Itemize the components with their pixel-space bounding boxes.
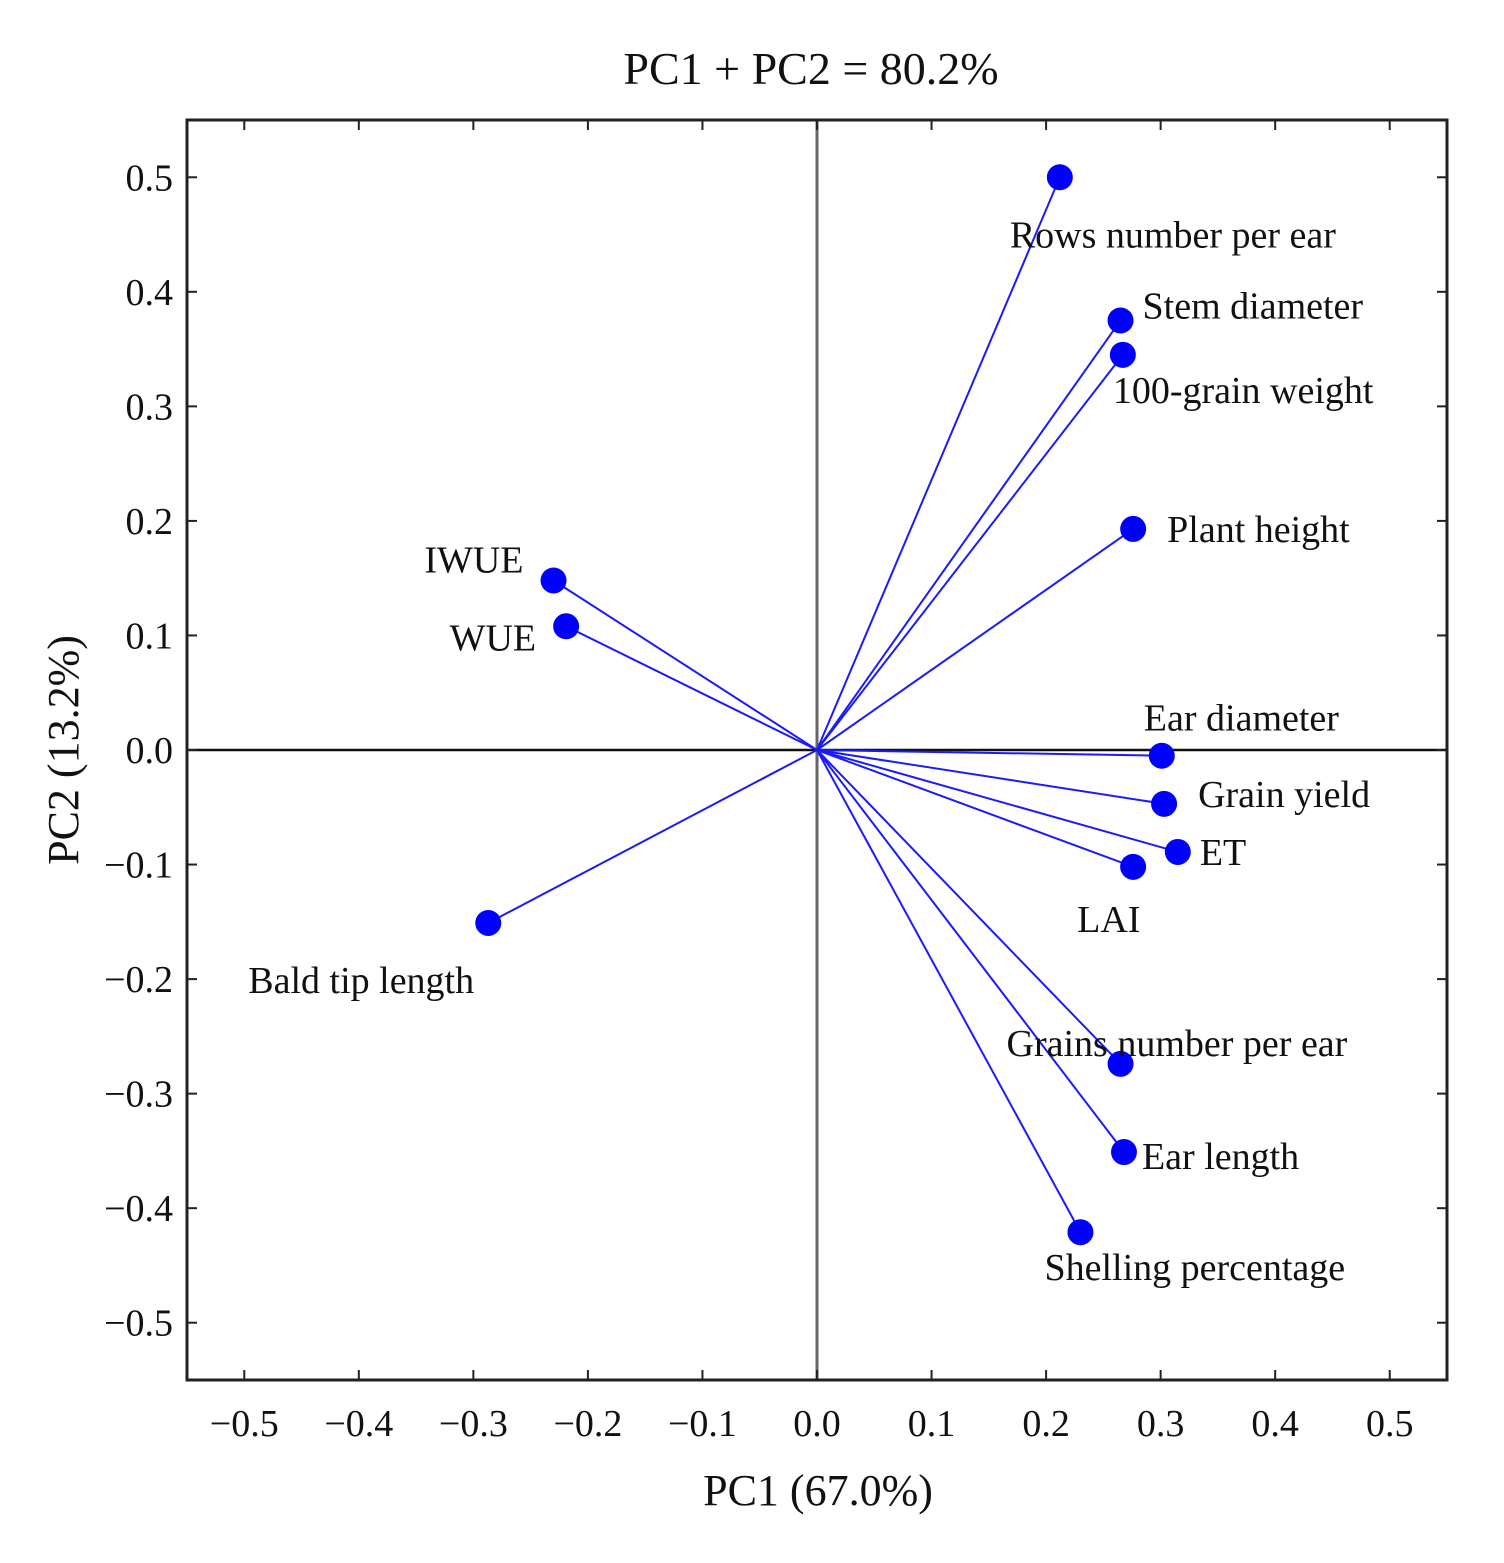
y-tick-label: −0.3 <box>104 1074 173 1116</box>
y-tick-label: 0.1 <box>126 615 174 657</box>
x-tick-label: 0.5 <box>1366 1403 1414 1445</box>
x-tick-label: −0.4 <box>324 1403 393 1445</box>
y-tick-label: 0.0 <box>126 730 174 772</box>
label-100-grain-weight: 100-grain weight <box>1113 370 1374 412</box>
x-tick-label: 0.1 <box>908 1403 956 1445</box>
x-tick-label: 0.2 <box>1022 1403 1070 1445</box>
vector-grains-number-per-ear <box>816 749 1122 1065</box>
point-ear-diameter <box>1148 742 1175 769</box>
loading-vectors <box>487 176 1179 1233</box>
point-rows-number-per-ear <box>1046 164 1073 191</box>
chart-title: PC1 + PC2 = 80.2% <box>623 43 998 94</box>
y-tick-label: −0.4 <box>104 1188 173 1230</box>
label-ear-length: Ear length <box>1142 1136 1299 1178</box>
y-tick-label: −0.1 <box>104 845 173 887</box>
x-tick-label: −0.3 <box>439 1403 508 1445</box>
point-bald-tip-length <box>475 909 502 936</box>
y-tick-label: 0.2 <box>126 501 174 543</box>
x-tick-label: −0.1 <box>668 1403 737 1445</box>
vector-shelling-percentage <box>816 749 1082 1233</box>
plot-area: Rows number per ear Stem diameter 100-grai… <box>185 118 1449 1382</box>
variable-labels: Rows number per ear Stem diameter 100-grai… <box>248 214 1374 1289</box>
y-tick-label: 0.4 <box>126 272 174 314</box>
y-axis: −0.5 −0.4 −0.3 −0.2 −0.1 0.0 0.1 0.2 0.3 0.4 0.5 <box>104 157 1447 1345</box>
vector-rows-number-per-ear <box>816 176 1061 751</box>
x-axis-label: PC1 (67.0%) <box>703 1466 933 1515</box>
vector-ear-diameter <box>816 749 1162 757</box>
x-tick-label: 0.4 <box>1251 1403 1299 1445</box>
x-axis: −0.5 −0.4 −0.3 −0.2 −0.1 0.0 0.1 0.2 0.3 0.4 0.5 <box>210 120 1414 1445</box>
x-tick-label: 0.3 <box>1137 1403 1185 1445</box>
label-iwue: IWUE <box>424 539 523 581</box>
vector-ear-length <box>816 749 1125 1153</box>
x-tick-label: −0.5 <box>210 1403 279 1445</box>
y-tick-label: −0.2 <box>104 959 173 1001</box>
label-lai: LAI <box>1077 899 1140 941</box>
y-tick-label: −0.5 <box>104 1303 173 1345</box>
label-plant-height: Plant height <box>1167 509 1350 551</box>
point-grain-yield <box>1151 790 1178 817</box>
point-plant-height <box>1120 515 1147 542</box>
vector-grain-yield <box>816 749 1165 805</box>
label-shelling-percentage: Shelling percentage <box>1044 1247 1345 1289</box>
y-axis-label: PC2 (13.2%) <box>39 635 88 865</box>
label-stem-diameter: Stem diameter <box>1143 285 1364 327</box>
point-stem-diameter <box>1107 307 1134 334</box>
label-bald-tip-length: Bald tip length <box>248 960 474 1002</box>
label-wue: WUE <box>450 617 537 659</box>
point-grains-number-per-ear <box>1107 1050 1134 1077</box>
vector-wue <box>565 625 818 751</box>
point-shelling-percentage <box>1067 1219 1094 1246</box>
vector-lai <box>816 749 1134 868</box>
label-grain-yield: Grain yield <box>1198 774 1370 816</box>
point-iwue <box>540 567 567 594</box>
point-ear-length <box>1110 1139 1137 1166</box>
vector-stem-diameter <box>816 319 1122 751</box>
label-rows-number-per-ear: Rows number per ear <box>1010 214 1336 256</box>
label-grains-number-per-ear: Grains number per ear <box>1007 1023 1348 1065</box>
y-tick-label: 0.3 <box>126 386 174 428</box>
point-wue <box>553 613 580 640</box>
x-tick-label: 0.0 <box>793 1403 841 1445</box>
label-ear-diameter: Ear diameter <box>1144 698 1340 740</box>
vector-plant-height <box>816 528 1134 751</box>
vector-iwue <box>553 579 818 751</box>
label-et: ET <box>1200 832 1246 874</box>
point-et <box>1164 838 1191 865</box>
point-100-grain-weight <box>1109 341 1136 368</box>
y-tick-label: 0.5 <box>126 157 174 199</box>
x-tick-label: −0.2 <box>553 1403 622 1445</box>
vector-100-grain-weight <box>816 354 1124 751</box>
point-lai <box>1120 853 1147 880</box>
vector-et <box>816 749 1179 853</box>
loading-points <box>475 164 1191 1246</box>
vector-bald-tip-length <box>487 749 818 924</box>
